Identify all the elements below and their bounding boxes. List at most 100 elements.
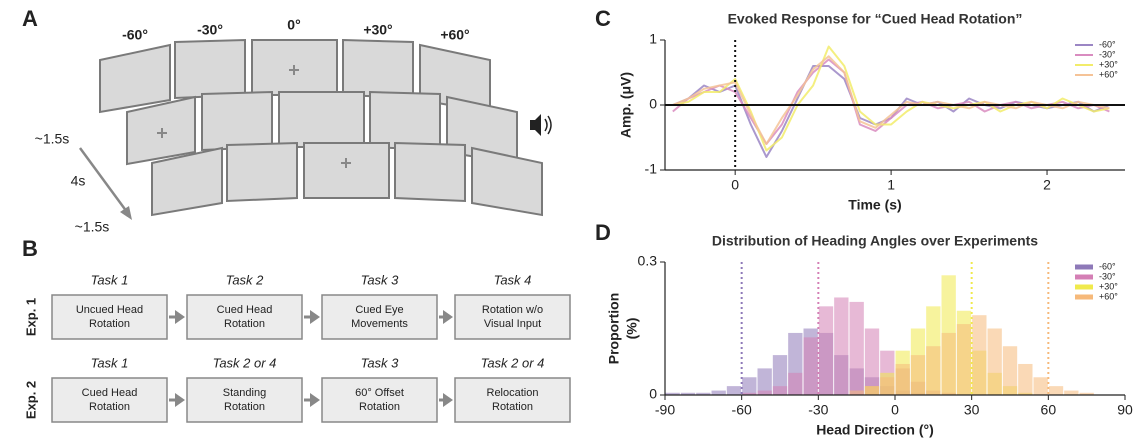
y-tick-label: 1: [649, 31, 657, 47]
x-tick-label: -30: [808, 402, 828, 418]
task-text: Relocation: [487, 387, 539, 399]
bar: [726, 386, 742, 395]
task-box: [454, 377, 571, 423]
arrow-head: [310, 310, 320, 324]
task-label: Task 2 or 4: [213, 355, 277, 370]
angle-label: +30°: [363, 22, 392, 38]
y-tick-label: -1: [645, 161, 658, 177]
x-tick-label: 90: [1117, 402, 1133, 418]
legend-label: -30°: [1099, 49, 1116, 59]
screens: [78, 38, 552, 220]
task-text: Rotation w/o: [482, 304, 543, 316]
bar: [972, 315, 987, 395]
x-tick-label: 1: [887, 177, 895, 193]
task-text: Uncued Head: [76, 304, 143, 316]
task-text: Cued Head: [217, 304, 273, 316]
timing-label: ~1.5s: [75, 219, 110, 235]
bar: [849, 390, 864, 395]
task-box: [454, 294, 571, 340]
y-axis-label: (%): [624, 318, 640, 340]
arrow-head: [175, 310, 185, 324]
bar: [711, 390, 726, 395]
y-tick-label: 0: [649, 386, 657, 402]
bar: [1079, 392, 1094, 395]
bar: [987, 328, 1002, 395]
bar: [742, 392, 757, 395]
task-text: Cued Eye: [355, 304, 403, 316]
task-label: Task 4: [494, 272, 532, 287]
legend-label: -60°: [1099, 39, 1116, 49]
angle-label: -30°: [197, 22, 223, 38]
task-text: Rotation: [224, 401, 265, 413]
bar: [849, 301, 864, 395]
task-box: [321, 377, 438, 423]
exp-label: Exp. 1: [23, 298, 38, 336]
y-tick-label: 0.3: [638, 253, 658, 269]
arrow-head: [175, 393, 185, 407]
bar: [880, 377, 895, 395]
angle-label: +60°: [440, 27, 469, 43]
task-box: [186, 377, 303, 423]
y-axis-label: Amp. (μV): [618, 72, 634, 138]
bar: [818, 306, 834, 395]
x-tick-label: 2: [1043, 177, 1051, 193]
panel-label: B: [22, 236, 38, 261]
task-text: Visual Input: [484, 318, 541, 330]
bar: [772, 355, 788, 395]
task-text: 60° Offset: [355, 387, 404, 399]
bar: [1018, 363, 1033, 395]
task-text: Rotation: [224, 318, 265, 330]
arrow-head: [443, 393, 453, 407]
task-text: Movements: [351, 318, 408, 330]
bar: [680, 392, 696, 395]
x-axis-label: Time (s): [848, 197, 901, 213]
bar: [757, 390, 772, 395]
arrow-head: [310, 393, 320, 407]
line: [672, 58, 1110, 145]
task-label: Task 3: [361, 272, 400, 287]
bar: [665, 392, 680, 395]
bar: [1002, 346, 1018, 395]
task-label: Task 1: [91, 272, 129, 287]
legend-label: +30°: [1099, 281, 1118, 291]
bar: [757, 368, 772, 395]
bar: [696, 392, 711, 395]
x-axis-label: Head Direction (°): [816, 422, 934, 438]
task-label: Task 2: [226, 272, 265, 287]
x-tick-label: -60: [732, 402, 752, 418]
bar: [803, 337, 818, 395]
chart-title: Evoked Response for “Cued Head Rotation”: [728, 11, 1023, 27]
legend-label: +30°: [1099, 59, 1118, 69]
bar: [941, 332, 956, 395]
angle-label: 0°: [287, 17, 300, 33]
task-label: Task 3: [361, 355, 400, 370]
panel-label: A: [22, 6, 38, 31]
task-text: Rotation: [89, 401, 130, 413]
bar: [834, 297, 849, 395]
bar: [788, 372, 803, 395]
x-tick-label: 0: [731, 177, 739, 193]
timing-label: ~1.5s: [35, 131, 70, 147]
angle-label: -60°: [122, 27, 148, 43]
bar: [1033, 377, 1048, 395]
legend-label: -60°: [1099, 261, 1116, 271]
bar: [772, 386, 788, 395]
x-tick-label: 30: [964, 402, 980, 418]
bar: [956, 324, 972, 395]
panel-label: D: [595, 220, 611, 245]
bar: [864, 386, 880, 395]
bar: [926, 346, 941, 395]
legend-label: +60°: [1099, 291, 1118, 301]
bar: [1064, 390, 1079, 395]
task-text: Rotation: [359, 401, 400, 413]
task-box: [51, 294, 168, 340]
y-tick-label: 0: [649, 96, 657, 112]
task-label: Task 2 or 4: [481, 355, 545, 370]
x-tick-label: -90: [655, 402, 675, 418]
exp-label: Exp. 2: [23, 381, 38, 419]
x-tick-label: 0: [891, 402, 899, 418]
bar: [742, 377, 757, 395]
panel-label: C: [595, 6, 611, 31]
task-text: Standing: [223, 387, 266, 399]
